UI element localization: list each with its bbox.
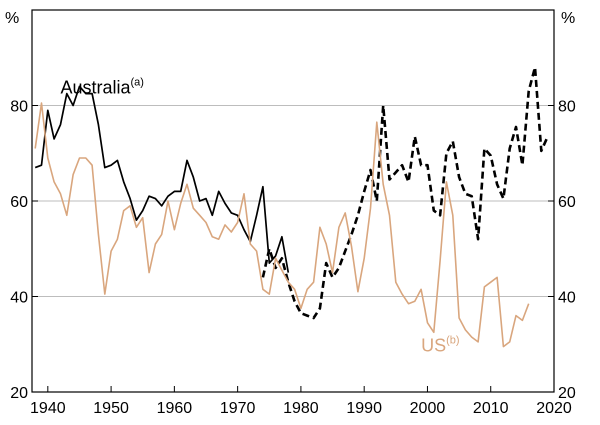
series-label-1: US(b) xyxy=(421,334,459,355)
x-tick-label: 2020 xyxy=(536,400,572,417)
y-tick-label-right: 40 xyxy=(558,290,576,307)
y-tick-label-left: 60 xyxy=(10,194,28,211)
x-tick-label: 1960 xyxy=(157,400,193,417)
series-line-2 xyxy=(34,102,530,348)
y-tick-label-left: 20 xyxy=(10,385,28,402)
x-tick-label: 1990 xyxy=(346,400,382,417)
y-tick-label-right: 80 xyxy=(558,99,576,116)
x-tick-label: 1970 xyxy=(220,400,256,417)
series-line-0 xyxy=(34,85,290,273)
y-tick-label-left: 40 xyxy=(10,290,28,307)
unit-label-right: % xyxy=(561,10,575,27)
x-tick-label: 1980 xyxy=(283,400,319,417)
x-tick-label: 1940 xyxy=(30,400,66,417)
x-tick-label: 2000 xyxy=(410,400,446,417)
y-tick-label-left: 80 xyxy=(10,99,28,116)
series-label-0: Australia(a) xyxy=(60,77,143,98)
y-tick-label-right: 60 xyxy=(558,194,576,211)
x-tick-label: 1950 xyxy=(93,400,129,417)
series-line-1 xyxy=(261,66,549,320)
y-tick-label-right: 20 xyxy=(558,385,576,402)
x-tick-label: 2010 xyxy=(473,400,509,417)
unit-label-left: % xyxy=(5,10,19,27)
